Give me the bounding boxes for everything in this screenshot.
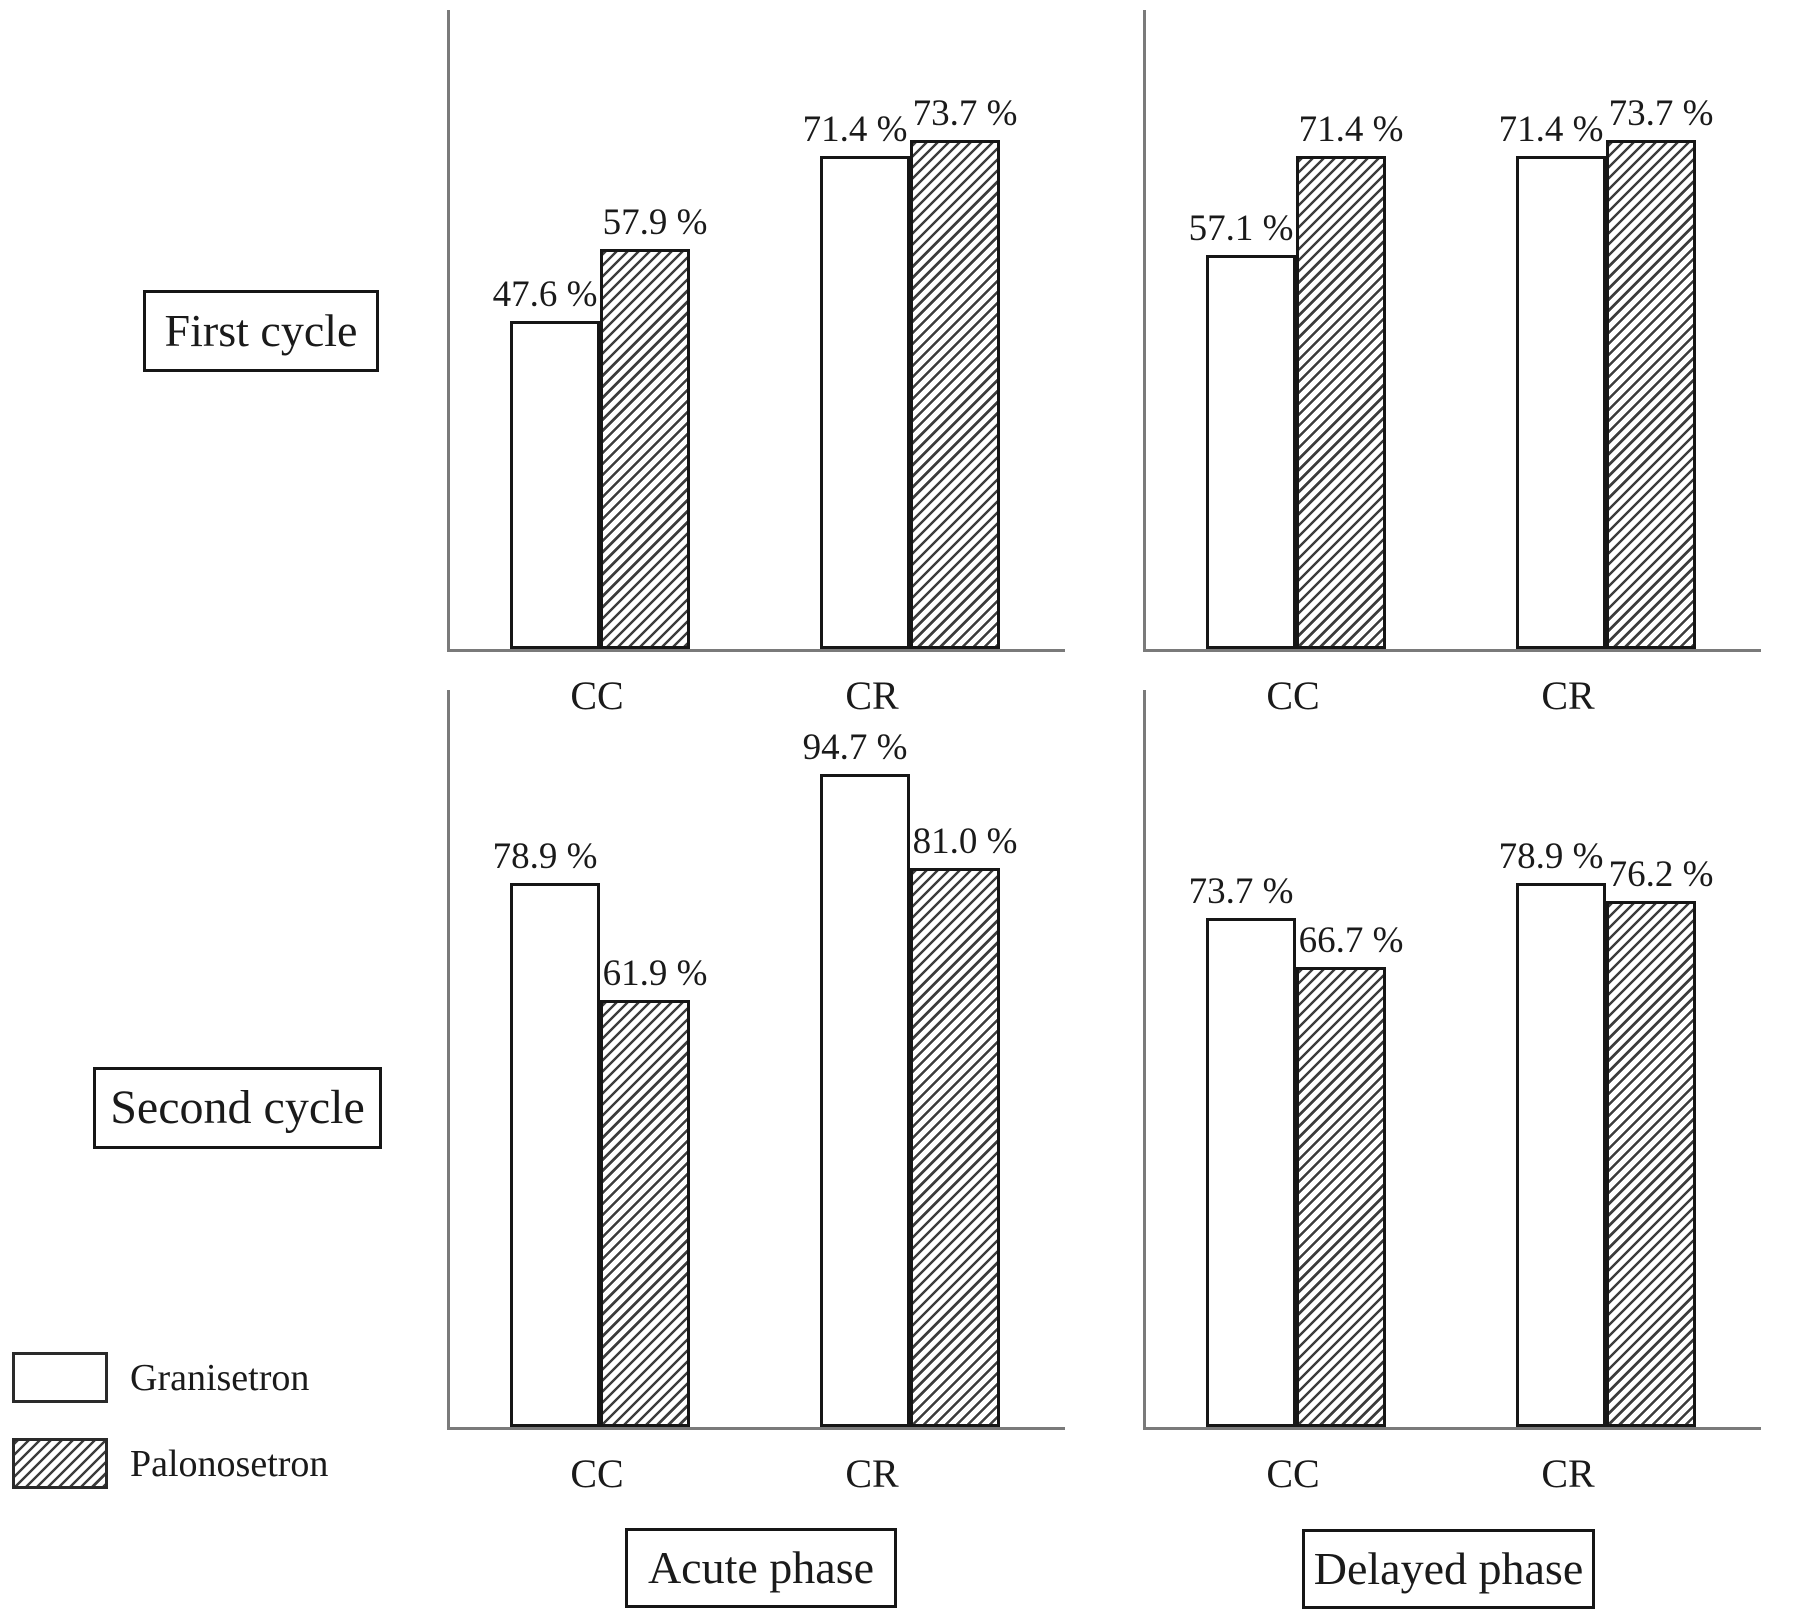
panel-second-cycle-acute-phase: 78.9 % 94.7 % 61.9 % 81.0 % [447,690,1065,1430]
panel-first-cycle-delayed-phase: 57.1 % 71.4 % 71.4 % 73.7 % [1143,10,1761,652]
legend-item-granisetron: Granisetron [12,1352,309,1403]
value-label-granisetron-cc: 78.9 % [492,836,598,877]
bar-granisetron-cr [1516,883,1606,1427]
bar-palonosetron-cr [1606,140,1696,649]
bar-palonosetron-cc [600,249,690,649]
x-tick-cr-second-cycle-acute-phase: CR [845,1451,899,1496]
acute-phase-label: Acute phase [625,1528,897,1608]
bar-palonosetron-cc [600,1000,690,1427]
value-label-granisetron-cc: 57.1 % [1188,208,1294,249]
legend-label-palonosetron: Palonosetron [130,1442,329,1485]
delayed-phase-label: Delayed phase [1302,1529,1595,1609]
x-tick-cr-first-cycle-delayed-phase: CR [1541,673,1595,718]
bar-granisetron-cc [1206,255,1296,649]
bar-palonosetron-cc [1296,156,1386,649]
bar-granisetron-cr [820,156,910,649]
value-label-palonosetron-cr: 73.7 % [1608,93,1714,134]
bar-palonosetron-cr [910,140,1000,649]
value-label-palonosetron-cc: 57.9 % [602,202,708,243]
x-tick-cc-second-cycle-delayed-phase: CC [1266,1451,1320,1496]
x-tick-cr-second-cycle-delayed-phase: CR [1541,1451,1595,1496]
legend-item-palonosetron: Palonosetron [12,1438,328,1489]
x-tick-cc-first-cycle-delayed-phase: CC [1266,673,1320,718]
granisetron-swatch [12,1352,108,1403]
value-label-granisetron-cr: 94.7 % [802,727,908,768]
bar-granisetron-cr [820,774,910,1427]
value-label-granisetron-cr: 71.4 % [802,109,908,150]
bar-palonosetron-cr [1606,901,1696,1427]
first-cycle-label: First cycle [143,290,379,372]
bar-granisetron-cr [1516,156,1606,649]
palonosetron-swatch [12,1438,108,1489]
value-label-palonosetron-cr: 76.2 % [1608,854,1714,895]
bar-palonosetron-cc [1296,967,1386,1427]
x-tick-cc-first-cycle-acute-phase: CC [570,673,624,718]
x-tick-cc-second-cycle-acute-phase: CC [570,1451,624,1496]
value-label-granisetron-cr: 78.9 % [1498,836,1604,877]
value-label-granisetron-cr: 71.4 % [1498,109,1604,150]
panel-first-cycle-acute-phase: 47.6 % 71.4 % 57.9 % 73.7 % [447,10,1065,652]
panel-second-cycle-delayed-phase: 73.7 % 78.9 % 66.7 % 76.2 % [1143,690,1761,1430]
second-cycle-label: Second cycle [93,1067,382,1149]
value-label-granisetron-cc: 73.7 % [1188,871,1294,912]
bar-granisetron-cc [510,321,600,649]
value-label-palonosetron-cr: 73.7 % [912,93,1018,134]
value-label-palonosetron-cc: 71.4 % [1298,109,1404,150]
value-label-palonosetron-cc: 66.7 % [1298,920,1404,961]
value-label-granisetron-cc: 47.6 % [492,274,598,315]
x-tick-cr-first-cycle-acute-phase: CR [845,673,899,718]
value-label-palonosetron-cc: 61.9 % [602,953,708,994]
legend-label-granisetron: Granisetron [130,1356,310,1399]
bar-granisetron-cc [510,883,600,1427]
bar-palonosetron-cr [910,868,1000,1427]
bar-granisetron-cc [1206,918,1296,1427]
value-label-palonosetron-cr: 81.0 % [912,821,1018,862]
